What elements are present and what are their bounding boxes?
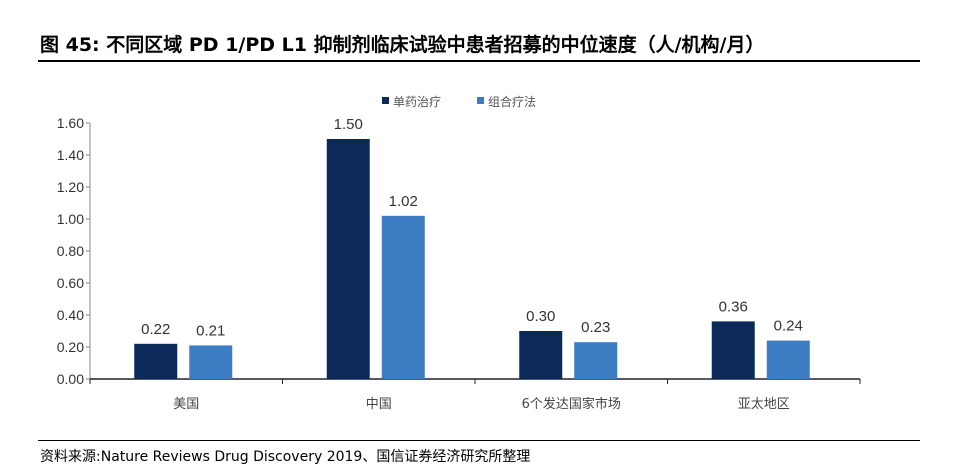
- chart-title: 图 45: 不同区域 PD 1/PD L1 抑制剂临床试验中患者招募的中位速度（…: [40, 34, 765, 56]
- legend-label: 单药治疗: [393, 95, 441, 109]
- data-label: 1.50: [334, 116, 363, 133]
- bar: [381, 215, 425, 379]
- data-label: 0.21: [196, 322, 225, 339]
- bar: [326, 139, 370, 379]
- y-tick-label: 1.20: [57, 179, 84, 195]
- footer-divider: [38, 440, 920, 441]
- bar: [766, 340, 810, 379]
- data-label: 0.24: [774, 318, 803, 335]
- title-divider: [38, 60, 920, 62]
- y-tick-label: 1.00: [57, 211, 84, 227]
- y-tick-label: 0.40: [57, 307, 84, 323]
- data-label: 0.22: [141, 321, 170, 338]
- bar: [711, 321, 755, 379]
- y-tick-label: 1.60: [57, 115, 84, 131]
- data-label: 0.36: [719, 298, 748, 315]
- bar: [134, 343, 178, 379]
- y-tick-label: 0.20: [57, 339, 84, 355]
- legend-label: 组合疗法: [488, 94, 536, 109]
- y-tick-label: 1.40: [57, 147, 84, 163]
- x-tick-label: 美国: [173, 397, 199, 412]
- y-tick-label: 0.00: [57, 371, 84, 387]
- bar: [574, 342, 618, 379]
- y-tick-label: 0.60: [57, 275, 84, 291]
- legend-swatch: [382, 97, 389, 104]
- data-label: 1.02: [389, 193, 418, 210]
- legend-swatch: [477, 97, 484, 104]
- source-note: 资料来源:Nature Reviews Drug Discovery 2019、…: [40, 449, 531, 465]
- bar: [189, 345, 233, 379]
- y-tick-label: 0.80: [57, 243, 84, 259]
- x-tick-label: 中国: [366, 397, 392, 412]
- bar: [519, 331, 563, 379]
- data-label: 0.23: [581, 319, 610, 336]
- x-tick-label: 亚太地区: [738, 397, 790, 412]
- data-label: 0.30: [526, 308, 555, 325]
- x-tick-label: 6个发达国家市场: [522, 396, 621, 412]
